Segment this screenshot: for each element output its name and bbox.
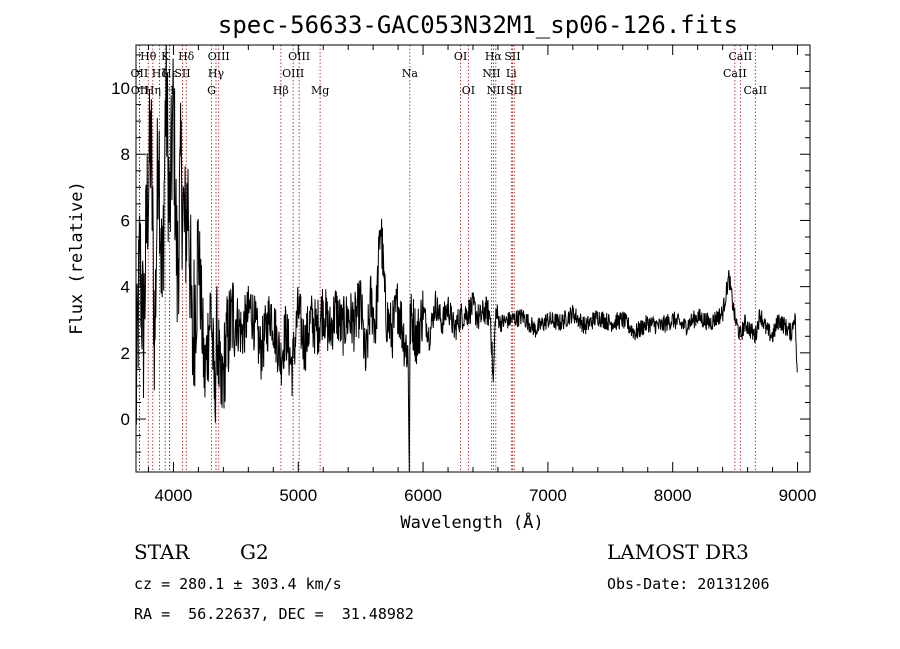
y-tick-label-2: 4 — [121, 278, 130, 297]
line-label-17: Na — [402, 67, 419, 80]
x-tick-label-1: 5000 — [279, 486, 317, 505]
line-label-10: G — [207, 84, 216, 97]
y-tick-label-5: 10 — [111, 79, 130, 98]
chart-title: spec-56633-GAC053N32M1_sp06-126.fits — [218, 11, 738, 39]
emission-line-labels: OIIOIIHθHηHζKHHεSIIHδGHγOIIIHβOIIIOIIIMg… — [131, 50, 768, 97]
obs-date-text: Obs-Date: 20131206 — [607, 575, 770, 593]
line-label-21: Hα — [485, 50, 503, 63]
line-label-12: OIII — [208, 50, 230, 63]
plot-frame — [135, 44, 811, 473]
x-tick-label-3: 7000 — [529, 486, 567, 505]
line-label-19: OI — [462, 84, 475, 97]
y-axis-label: Flux (relative) — [67, 181, 87, 335]
y-axis-ticks: 0 2 4 6 8 10 — [111, 54, 810, 453]
line-label-1: OII — [131, 84, 149, 97]
line-label-3: Hη — [145, 84, 161, 97]
line-label-20: NII — [482, 67, 500, 80]
line-label-25: SII — [506, 84, 522, 97]
line-label-27: CaII — [729, 50, 753, 63]
line-label-4: Hζ — [152, 67, 168, 80]
emission-line-markers — [138, 45, 756, 472]
line-label-24: SII — [504, 50, 520, 63]
line-label-26: CaII — [723, 67, 747, 80]
line-label-9: Hδ — [178, 50, 195, 63]
object-subclass: G2 — [240, 540, 269, 564]
line-label-2: Hθ — [140, 50, 157, 63]
line-label-23: Li — [506, 67, 517, 80]
line-label-14: OIII — [282, 67, 304, 80]
line-label-11: Hγ — [208, 67, 225, 80]
line-label-6: H — [165, 84, 175, 97]
x-tick-label-2: 6000 — [404, 486, 442, 505]
line-label-16: Mg — [311, 84, 329, 97]
x-axis-label: Wavelength (Å) — [400, 511, 543, 533]
survey-name: LAMOST DR3 — [607, 540, 749, 564]
x-tick-label-5: 9000 — [779, 486, 817, 505]
y-tick-label-1: 2 — [121, 344, 130, 363]
y-tick-label-4: 8 — [121, 145, 130, 164]
y-tick-label-0: 0 — [121, 410, 130, 429]
x-tick-label-0: 4000 — [155, 486, 193, 505]
y-tick-label-3: 6 — [121, 211, 130, 230]
line-label-22: NII — [487, 84, 505, 97]
spectrum-line — [135, 44, 798, 473]
redshift-text: cz = 280.1 ± 303.4 km/s — [134, 575, 342, 593]
spectrum-chart: spec-56633-GAC053N32M1_sp06-126.fits OII… — [67, 11, 817, 533]
line-label-5: K — [161, 50, 170, 63]
line-label-15: OIII — [288, 50, 310, 63]
object-class: STAR — [134, 540, 190, 564]
line-label-18: OI — [454, 50, 467, 63]
coords-text: RA = 56.22637, DEC = 31.48982 — [134, 605, 414, 623]
line-label-8: SII — [174, 67, 190, 80]
x-tick-label-4: 8000 — [654, 486, 692, 505]
line-label-28: CaII — [743, 84, 767, 97]
line-label-0: OII — [131, 67, 149, 80]
line-label-13: Hβ — [273, 84, 289, 97]
x-axis-ticks: 4000 5000 6000 7000 8000 9000 — [147, 45, 817, 505]
